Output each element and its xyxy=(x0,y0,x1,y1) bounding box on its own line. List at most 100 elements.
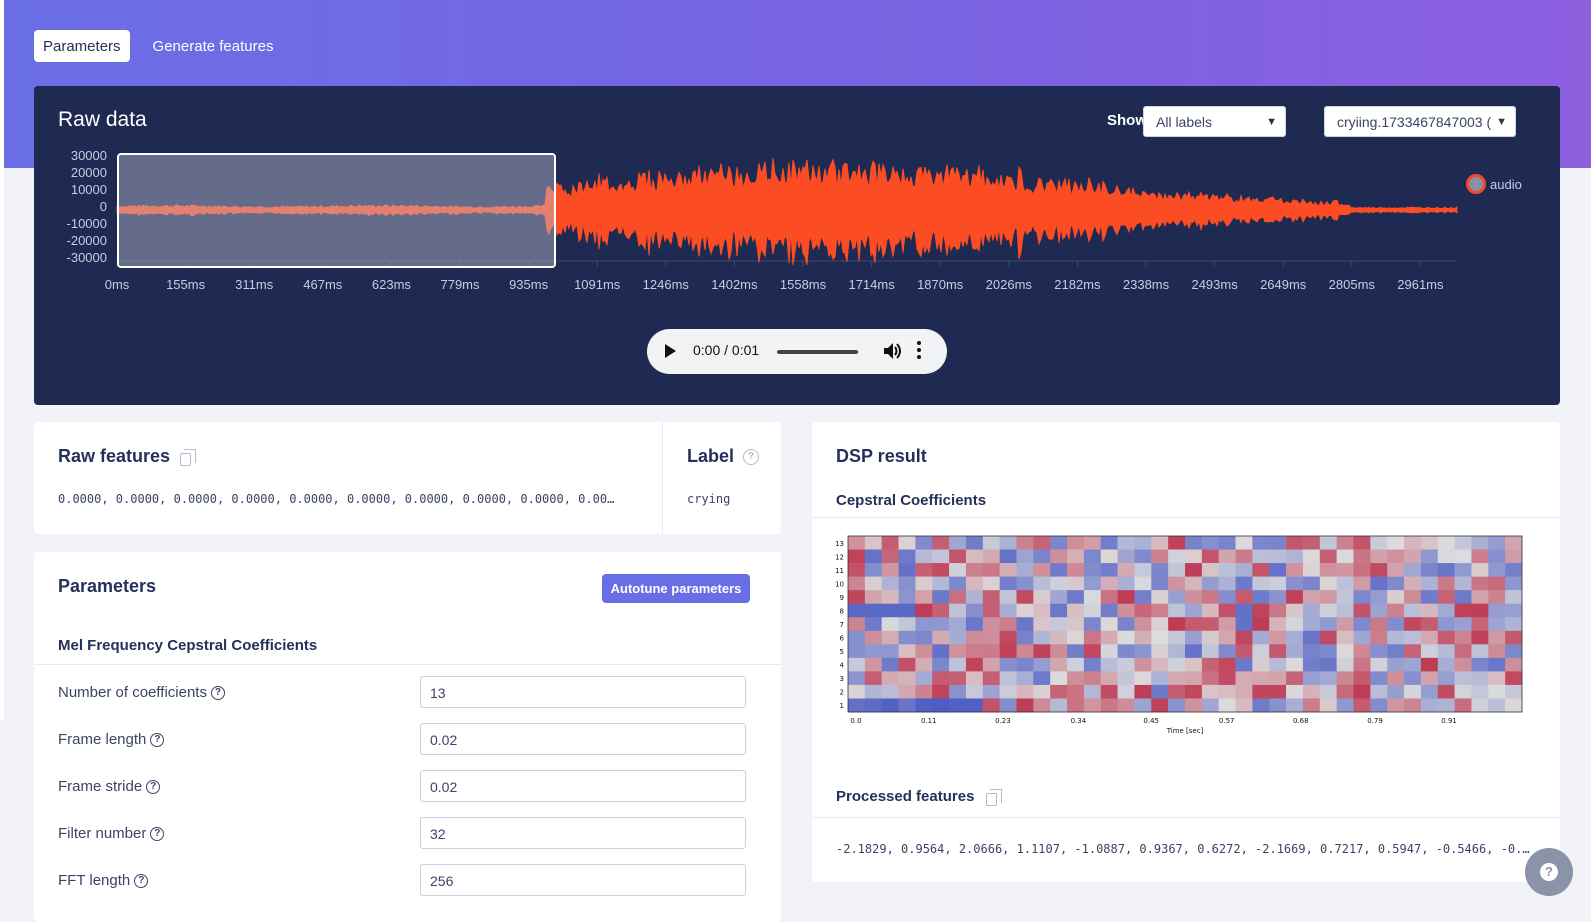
heatmap-cell xyxy=(1505,549,1523,564)
heatmap-cell xyxy=(1016,590,1034,604)
chevron-down-icon: ▼ xyxy=(1266,116,1277,128)
show-labels-select[interactable]: All labels ▼ xyxy=(1143,106,1286,137)
help-button[interactable]: ? xyxy=(1525,848,1573,896)
fft-length-input[interactable]: 256 xyxy=(420,864,746,896)
heatmap-cell xyxy=(1185,698,1203,713)
heatmap-cell xyxy=(864,617,882,632)
heatmap-cell xyxy=(898,657,916,672)
heatmap-cell xyxy=(1269,563,1287,577)
heatmap-cell xyxy=(1319,644,1337,659)
heatmap-cell xyxy=(1370,698,1388,713)
heatmap-cell xyxy=(949,549,967,564)
heatmap-cell xyxy=(1100,671,1118,686)
help-icon[interactable]: ? xyxy=(210,686,225,701)
heatmap-y-tick: 8 xyxy=(840,608,844,616)
help-icon[interactable]: ? xyxy=(146,780,161,795)
heatmap-cell xyxy=(1471,684,1489,699)
play-icon[interactable] xyxy=(665,344,676,358)
heatmap-cell xyxy=(1286,671,1304,686)
heatmap-cell xyxy=(1083,671,1102,686)
heatmap-cell xyxy=(1420,671,1439,686)
heatmap-cell xyxy=(1387,563,1405,577)
help-icon[interactable]: ? xyxy=(134,874,149,889)
player-progress-slider[interactable] xyxy=(777,350,858,354)
heatmap-cell xyxy=(881,536,899,550)
y-tick-label: 30000 xyxy=(71,150,107,163)
frame-stride-input[interactable]: 0.02 xyxy=(420,770,746,802)
heatmap-cell xyxy=(1185,630,1203,645)
heatmap-cell xyxy=(1404,657,1422,672)
heatmap-cell xyxy=(1319,657,1337,672)
heatmap-cell xyxy=(1404,576,1422,591)
heatmap-cell xyxy=(982,671,1000,686)
autotune-parameters-button[interactable]: Autotune parameters xyxy=(602,574,750,603)
param-label-text: Filter number xyxy=(58,825,147,842)
y-tick-label: -20000 xyxy=(67,233,107,248)
copy-icon[interactable] xyxy=(986,789,1002,806)
heatmap-cell xyxy=(982,657,1000,672)
label-title-text: Label xyxy=(687,446,735,466)
tab-generate-features[interactable]: Generate features xyxy=(152,37,274,55)
heatmap-cell xyxy=(1370,536,1388,550)
help-icon[interactable]: ? xyxy=(150,827,165,842)
heatmap-cell xyxy=(982,549,1000,564)
heatmap-cell xyxy=(1286,549,1304,564)
heatmap-cell xyxy=(1269,630,1287,645)
heatmap-cell xyxy=(1100,630,1118,645)
heatmap-cell xyxy=(1286,698,1304,713)
heatmap-cell xyxy=(1387,698,1405,713)
tab-parameters[interactable]: Parameters xyxy=(34,30,130,62)
heatmap-cell xyxy=(1033,576,1051,591)
heatmap-cell xyxy=(1168,644,1186,659)
number-of-coefficients-input[interactable]: 13 xyxy=(420,676,746,708)
volume-icon[interactable] xyxy=(882,340,902,362)
help-icon[interactable]: ? xyxy=(150,733,165,748)
heatmap-cell xyxy=(1050,644,1068,659)
show-label: Show: xyxy=(1107,112,1152,129)
sample-select[interactable]: cryiing.1733467847003 ( ▼ xyxy=(1324,106,1516,137)
heatmap-cell xyxy=(1201,617,1219,632)
heatmap-cell xyxy=(1067,549,1085,564)
heatmap-cell xyxy=(1050,603,1068,618)
help-icon[interactable]: ? xyxy=(743,449,760,466)
heatmap-cell xyxy=(1302,536,1321,550)
filter-number-input[interactable]: 32 xyxy=(420,817,746,849)
selection-window[interactable] xyxy=(117,153,556,268)
heatmap-cell xyxy=(1016,657,1034,672)
heatmap-cell xyxy=(1454,563,1472,577)
heatmap-cell xyxy=(1185,590,1203,604)
more-options-icon[interactable] xyxy=(917,341,921,359)
sample-select-value: cryiing.1733467847003 ( xyxy=(1337,113,1492,130)
heatmap-cell xyxy=(864,536,882,550)
heatmap-cell xyxy=(1471,536,1489,550)
heatmap-cell xyxy=(848,644,866,659)
heatmap-cell xyxy=(1404,644,1422,659)
heatmap-cell xyxy=(1505,603,1523,618)
heatmap-cell xyxy=(881,684,899,699)
heatmap-cell xyxy=(1117,590,1135,604)
heatmap-cell xyxy=(898,684,916,699)
heatmap-y-tick: 2 xyxy=(840,689,844,697)
heatmap-cell xyxy=(1471,576,1489,591)
heatmap-cell xyxy=(1437,590,1455,604)
heatmap-cell xyxy=(1185,617,1203,632)
heatmap-cell xyxy=(999,617,1017,632)
heatmap-cell xyxy=(864,671,882,686)
x-tick-label: 2182ms xyxy=(1054,277,1101,292)
frame-length-input[interactable]: 0.02 xyxy=(420,723,746,755)
copy-icon[interactable] xyxy=(180,449,196,466)
heatmap-cell xyxy=(1336,657,1354,672)
heatmap-cell xyxy=(1117,576,1135,591)
param-label: Number of coefficients? xyxy=(58,684,225,701)
x-tick-label: 2493ms xyxy=(1191,277,1238,292)
heatmap-cell xyxy=(1488,536,1506,550)
heatmap-cell xyxy=(999,549,1017,564)
raw-data-title: Raw data xyxy=(58,108,147,131)
heatmap-cell xyxy=(1269,644,1287,659)
heatmap-cell xyxy=(1033,657,1051,672)
waveform-chart[interactable]: 30000 20000 10000 0 -10000 -20000 -30000 0ms 15… xyxy=(0,150,1591,305)
param-filter-number: Filter number? 32 xyxy=(58,817,746,849)
heatmap-cell xyxy=(1471,603,1489,618)
raw-features-card: Raw features 0.0000, 0.0000, 0.0000, 0.0… xyxy=(34,422,781,534)
heatmap-y-tick: 5 xyxy=(840,648,844,656)
